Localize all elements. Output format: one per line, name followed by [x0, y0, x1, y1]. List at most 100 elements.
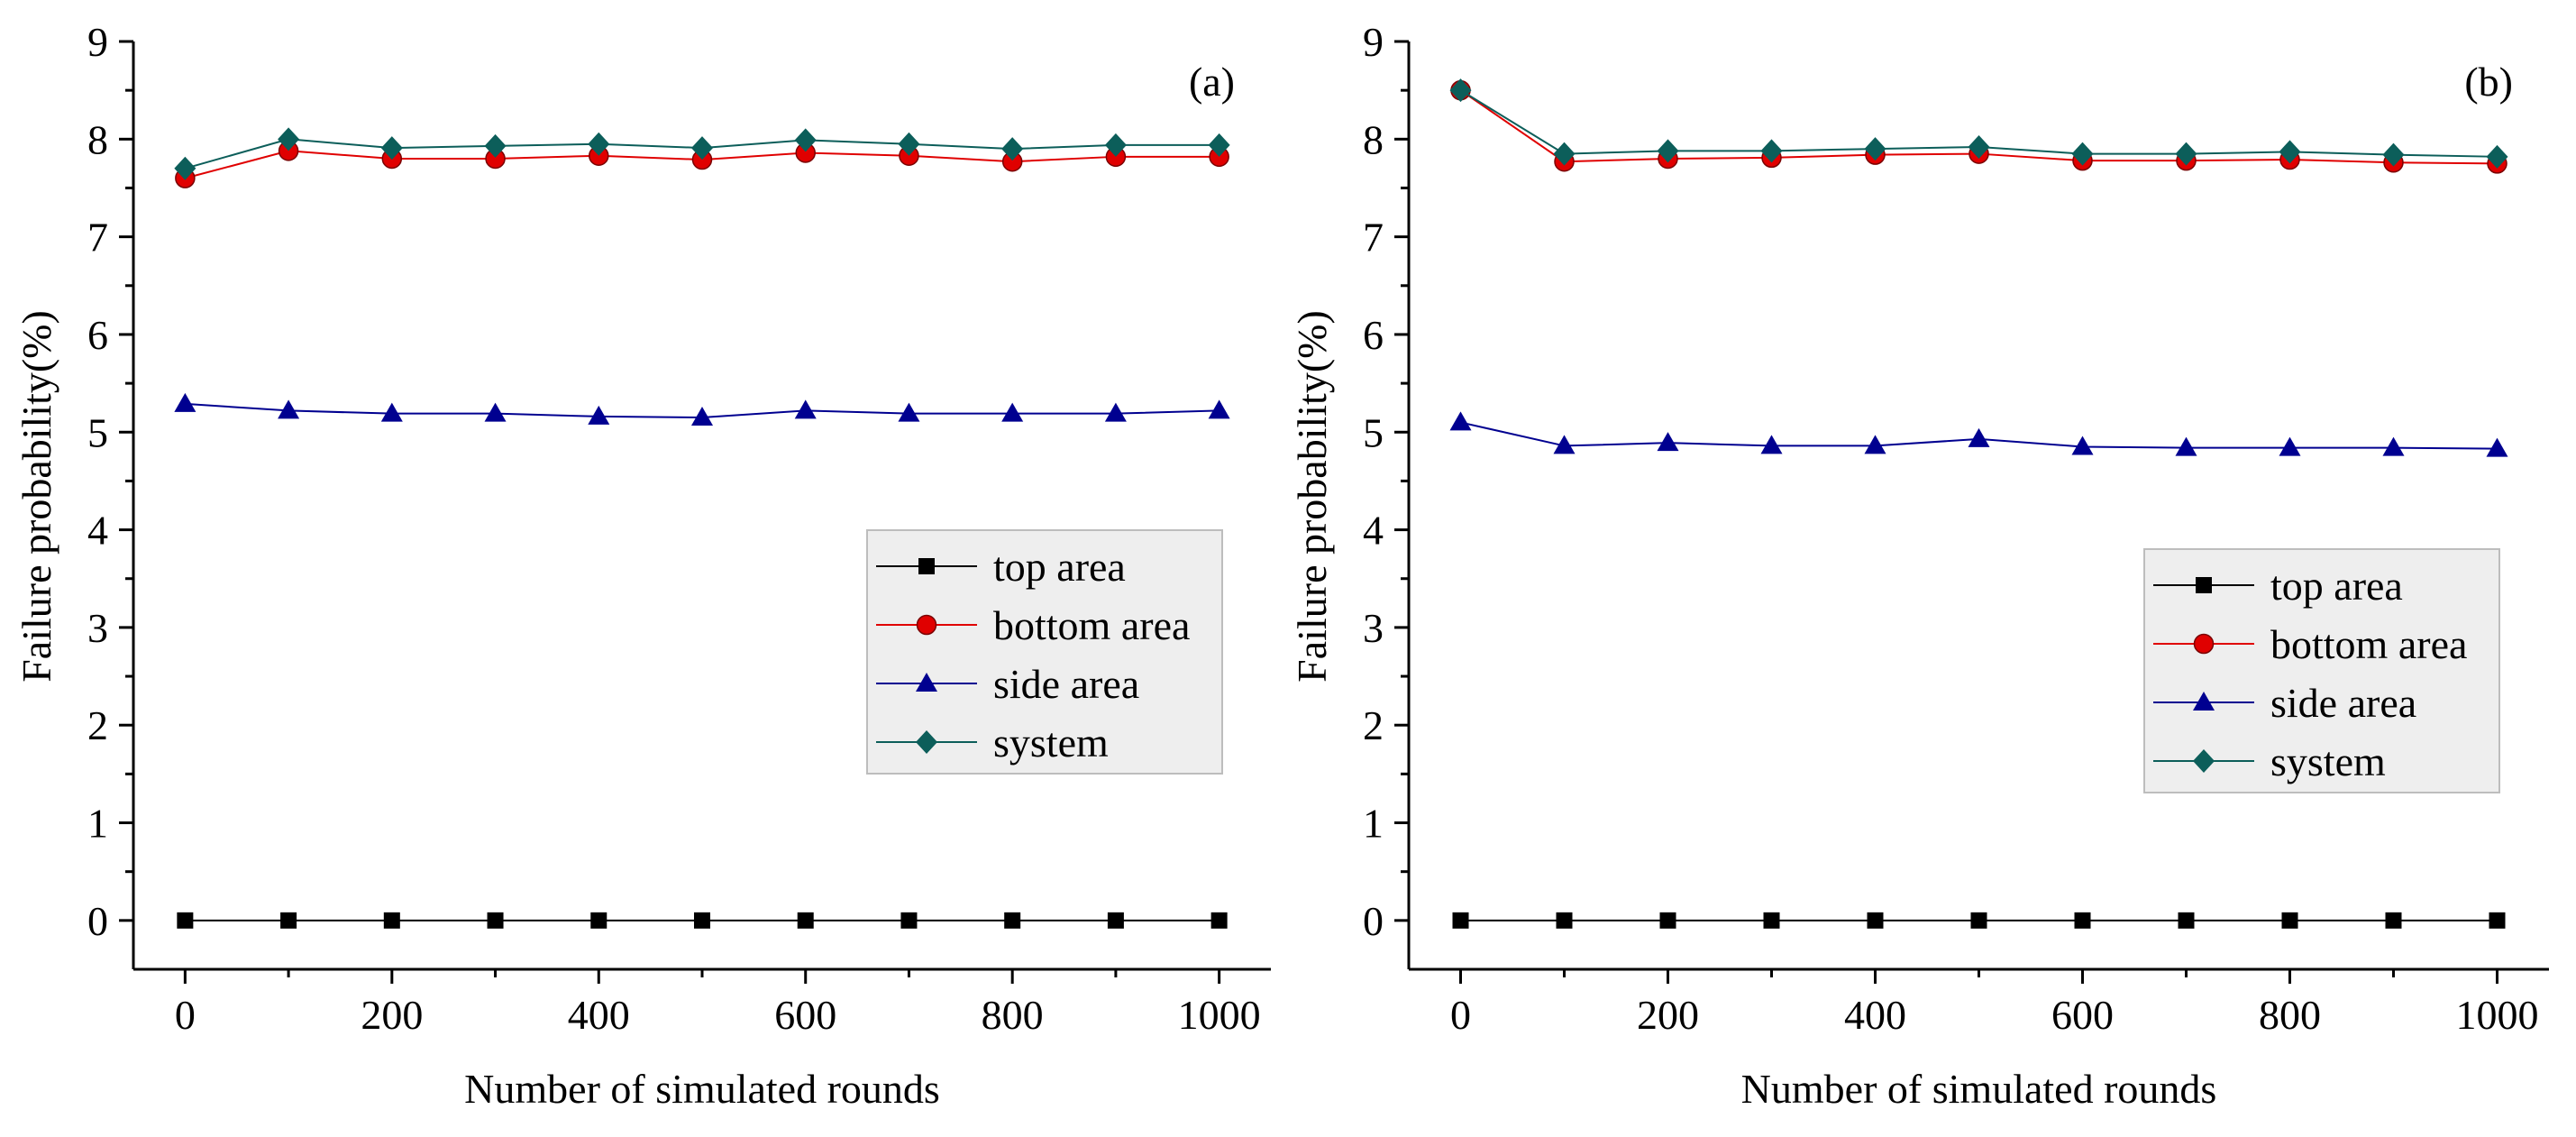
data-point-side-area	[278, 399, 300, 419]
x-tick-label: 200	[1637, 992, 1699, 1038]
data-point-side-area	[174, 392, 196, 412]
data-point-system	[1001, 137, 1024, 161]
data-point-side-area	[2175, 436, 2197, 456]
data-point-top-area	[1107, 912, 1124, 929]
data-point-top-area	[2385, 912, 2402, 929]
data-point-side-area	[1001, 402, 1024, 422]
data-point-top-area	[900, 912, 918, 929]
x-axis-title: Number of simulated rounds	[464, 1066, 940, 1112]
y-tick-label: 1	[87, 801, 108, 847]
y-tick-label: 7	[1363, 215, 1384, 261]
data-point-system	[794, 128, 817, 152]
x-tick-label: 0	[175, 992, 196, 1038]
data-point-system	[2279, 140, 2301, 164]
chart-panel-b: 0 1 2 3 4 5 6 7 8 9 0 200 400 600 800 1000 Number of sim…	[1289, 19, 2549, 1112]
data-point-system	[1760, 139, 1783, 163]
data-point-side-area	[484, 402, 507, 422]
data-point-side-area	[2486, 437, 2508, 457]
data-point-side-area	[2279, 436, 2301, 456]
data-point-top-area	[2074, 912, 2091, 929]
data-point-top-area	[590, 912, 607, 929]
data-point-top-area	[2281, 912, 2298, 929]
legend-marker	[2193, 633, 2215, 655]
y-tick-label: 5	[87, 409, 108, 455]
x-tick-label: 600	[2051, 992, 2114, 1038]
data-point-top-area	[1970, 912, 1987, 929]
data-point-system	[484, 133, 507, 158]
legend-marker	[916, 730, 937, 754]
data-point-system	[2382, 142, 2405, 167]
data-point-system	[380, 136, 403, 160]
legend-label: bottom area	[993, 602, 1190, 648]
legend-marker	[916, 614, 937, 636]
data-point-system	[1657, 139, 1679, 163]
data-point-side-area	[1968, 427, 1990, 447]
data-point-top-area	[1659, 912, 1676, 929]
x-tick-label: 0	[1450, 992, 1471, 1038]
data-point-side-area	[2382, 436, 2405, 456]
data-point-system	[1553, 142, 1576, 166]
y-tick-label: 5	[1363, 409, 1384, 455]
data-point-top-area	[1004, 912, 1021, 929]
y-axis-title: Failure probability(%)	[1289, 310, 1335, 683]
data-point-side-area	[1208, 399, 1230, 419]
y-tick-label: 6	[87, 312, 108, 358]
y-tick-label: 4	[1363, 508, 1384, 554]
data-point-system	[2175, 142, 2197, 166]
data-point-side-area	[794, 399, 817, 419]
y-tick-label: 2	[1363, 702, 1384, 748]
data-point-top-area	[177, 912, 194, 929]
x-tick-label: 800	[982, 992, 1044, 1038]
data-point-system	[1104, 133, 1127, 157]
legend-marker	[2196, 577, 2212, 593]
x-tick-label: 600	[774, 992, 836, 1038]
data-point-top-area	[1210, 912, 1228, 929]
x-tick-label: 400	[1844, 992, 1906, 1038]
legend-label: top area	[993, 544, 1126, 590]
data-point-system	[1864, 137, 1886, 161]
y-tick-label: 8	[1363, 116, 1384, 162]
data-point-side-area	[1864, 435, 1886, 454]
data-point-side-area	[1449, 411, 1472, 431]
data-point-top-area	[1867, 912, 1884, 929]
y-tick-label: 3	[87, 605, 108, 651]
legend-marker	[2193, 692, 2215, 711]
data-point-top-area	[694, 912, 710, 929]
data-point-side-area	[2071, 436, 2094, 455]
x-tick-label: 1000	[2456, 992, 2539, 1038]
legend-label: system	[993, 720, 1109, 766]
y-tick-label: 8	[87, 116, 108, 162]
legend-label: side area	[2270, 680, 2416, 726]
data-point-side-area	[1104, 402, 1127, 422]
data-point-system	[2486, 144, 2508, 169]
legend-marker	[916, 673, 937, 692]
data-point-system	[2071, 142, 2094, 166]
y-tick-label: 9	[87, 19, 108, 65]
data-point-top-area	[1556, 912, 1573, 929]
data-point-side-area	[1760, 435, 1783, 454]
legend-label: top area	[2270, 563, 2403, 609]
data-point-side-area	[588, 405, 610, 425]
legend-marker	[918, 558, 935, 574]
data-point-side-area	[1657, 432, 1679, 452]
x-axis-title: Number of simulated rounds	[1741, 1066, 2217, 1112]
legend-label: system	[2270, 738, 2386, 784]
y-tick-label: 7	[87, 215, 108, 261]
y-tick-label: 6	[1363, 312, 1384, 358]
data-point-side-area	[898, 402, 920, 422]
data-point-top-area	[1763, 912, 1780, 929]
data-point-top-area	[797, 912, 814, 929]
y-tick-label: 3	[1363, 605, 1384, 651]
data-point-top-area	[2489, 912, 2506, 929]
data-point-system	[1208, 133, 1230, 157]
data-point-system	[588, 132, 610, 156]
x-tick-label: 1000	[1178, 992, 1261, 1038]
data-point-top-area	[383, 912, 400, 929]
data-point-top-area	[2178, 912, 2195, 929]
y-tick-label: 2	[87, 702, 108, 748]
data-point-top-area	[487, 912, 504, 929]
data-point-side-area	[1553, 435, 1576, 454]
chart-panel-a: 0 1 2 3 4 5 6 7 8 9 0 200 400 600 800 1000 Number of sim…	[14, 19, 1271, 1112]
data-point-side-area	[691, 407, 713, 426]
x-tick-label: 400	[568, 992, 630, 1038]
